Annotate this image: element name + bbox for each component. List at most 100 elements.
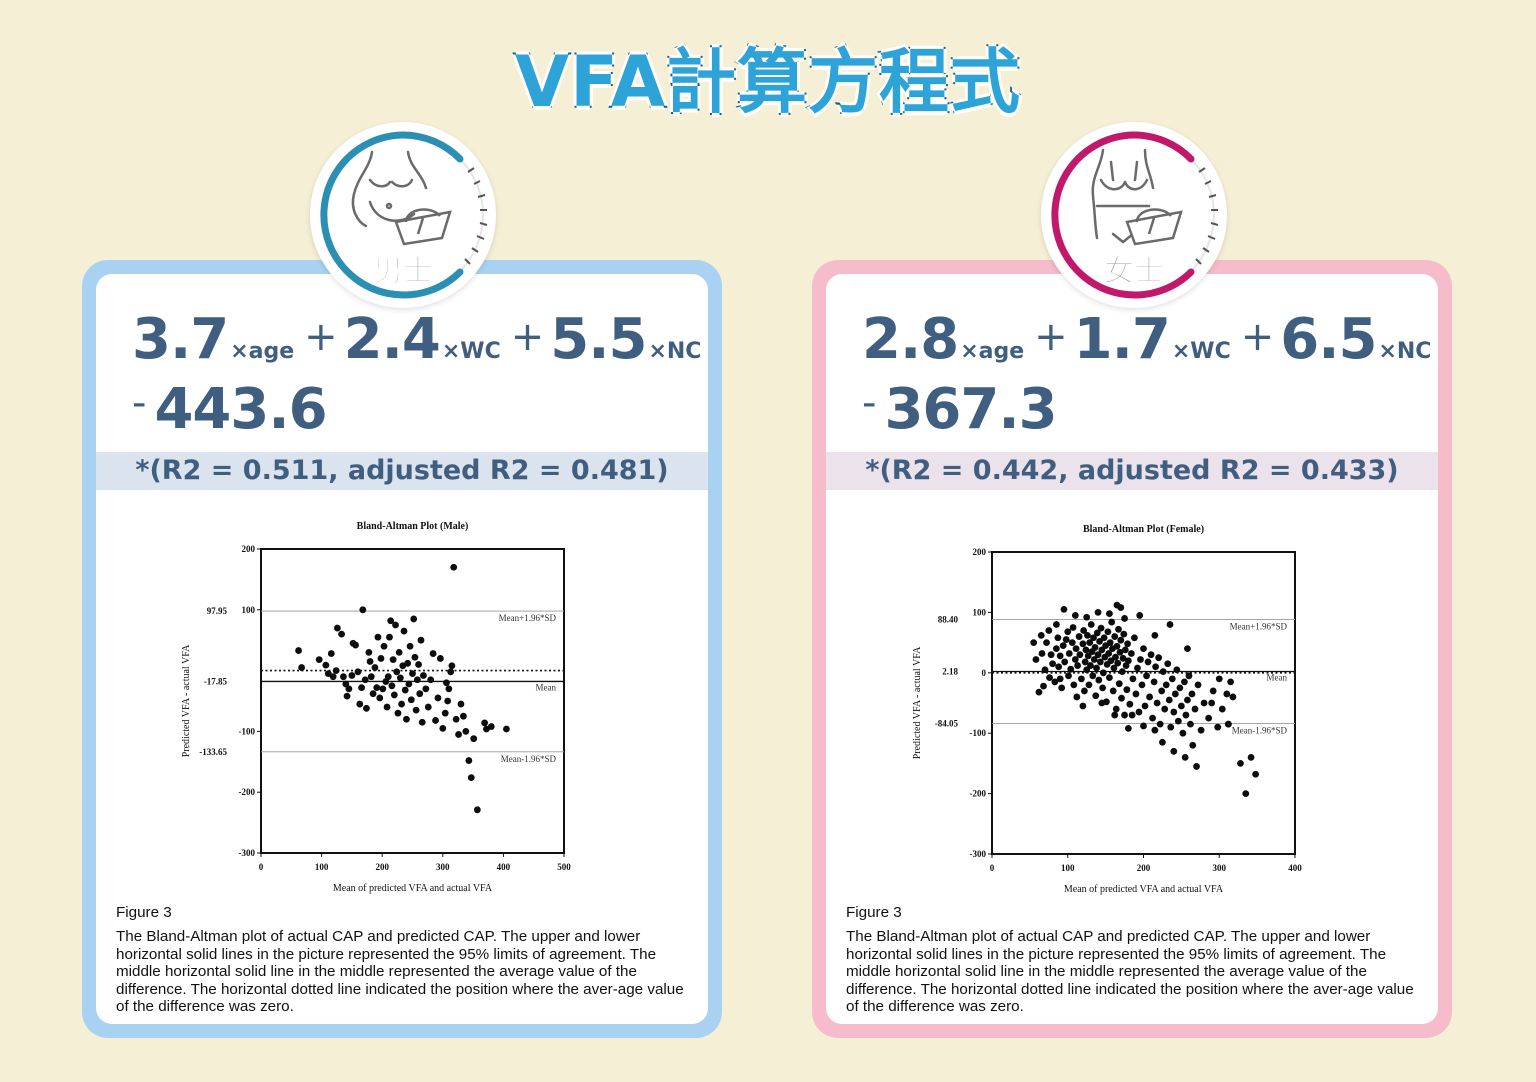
male-data-point — [406, 642, 414, 650]
male-data-point — [373, 684, 381, 692]
male-data-point — [448, 662, 456, 670]
female-data-point — [1106, 674, 1113, 682]
male-data-point — [356, 700, 364, 708]
female-data-point — [1094, 651, 1102, 659]
female-caption-title: Figure 3 — [846, 904, 902, 921]
female-data-point — [1135, 708, 1143, 716]
male-data-point — [333, 624, 341, 632]
female-data-point — [1194, 681, 1202, 689]
male-caption-body: The Bland-Altman plot of actual CAP and … — [116, 928, 684, 1016]
male-plot-frame — [260, 548, 565, 854]
male-data-point — [390, 691, 398, 699]
male-data-point — [400, 627, 408, 635]
female-data-point — [1072, 645, 1080, 653]
male-data-point — [405, 680, 413, 688]
female-data-point — [1047, 651, 1055, 659]
female-data-point — [1144, 658, 1152, 666]
female-badge-label: 女士 — [1104, 254, 1165, 290]
male-data-point — [429, 650, 437, 657]
female-data-point — [1167, 723, 1175, 731]
female-data-point — [1164, 660, 1172, 668]
female-data-point — [1043, 639, 1050, 646]
female-data-point — [1149, 714, 1156, 722]
male-var-wc: ×WC — [441, 339, 501, 364]
female-data-point — [1227, 678, 1235, 686]
female-data-point — [1081, 658, 1089, 666]
male-caption: Figure 3 The Bland-Altman plot of actual… — [116, 904, 696, 1015]
female-data-point — [1252, 770, 1260, 778]
female-data-point — [1079, 640, 1087, 648]
male-x-tick-label: 500 — [557, 862, 571, 872]
male-coef-wc: 2.4 — [343, 307, 441, 372]
male-y-axis-label: Predicted VFA - actual VFA — [181, 644, 192, 757]
female-data-point — [1094, 609, 1102, 616]
female-data-point — [1159, 738, 1166, 746]
female-y-tick-label: -300 — [970, 849, 987, 859]
female-data-point — [1115, 625, 1122, 633]
male-data-point — [398, 700, 405, 708]
female-data-point — [1081, 687, 1088, 695]
female-x-axis-label: Mean of predicted VFA and actual VFA — [1064, 884, 1224, 895]
female-data-point — [1076, 651, 1084, 659]
female-data-point — [1115, 680, 1123, 688]
male-formula-row-1: 3.7×age +2.4×WC +5.5×NC — [132, 312, 701, 368]
female-formula-row-1: 2.8×age +1.7×WC +6.5×NC — [862, 312, 1431, 368]
female-data-point — [1132, 690, 1140, 698]
female-x-tick-label: 100 — [1061, 863, 1075, 873]
male-y-tick-label: 100 — [242, 605, 256, 615]
female-data-point — [1087, 662, 1094, 669]
female-data-point — [1112, 653, 1119, 661]
male-data-point — [298, 664, 306, 671]
female-data-point — [1030, 639, 1038, 646]
female-body-scale-icon — [1051, 131, 1219, 299]
female-bland-altman-plot: Bland-Altman Plot (Female) 0 100 200 300 400 -… — [912, 524, 1302, 895]
female-hline-value: 2.18 — [942, 666, 958, 676]
female-data-point — [1079, 702, 1087, 710]
female-data-point — [1168, 675, 1176, 683]
female-r2-bar: *(R2 = 0.442, adjusted R2 = 0.433) — [826, 452, 1438, 490]
female-data-point — [1126, 700, 1134, 708]
female-data-point — [1113, 642, 1121, 650]
female-y-tick-label: 100 — [973, 607, 987, 617]
male-x-tick-label: 400 — [497, 862, 511, 872]
female-data-point — [1090, 634, 1097, 642]
female-y-tick-label: 0 — [982, 668, 987, 678]
male-data-point — [436, 655, 444, 662]
male-data-point — [315, 656, 323, 664]
male-y-tick-label: 200 — [242, 544, 256, 554]
female-data-point — [1121, 646, 1129, 654]
female-data-point — [1084, 631, 1091, 639]
female-data-point — [1118, 668, 1126, 675]
female-data-point — [1091, 644, 1099, 651]
female-data-point — [1105, 650, 1113, 657]
female-data-point — [1085, 681, 1093, 689]
female-data-point — [1162, 681, 1170, 689]
female-data-point — [1200, 699, 1208, 707]
female-data-point — [1143, 672, 1150, 680]
male-data-point — [367, 673, 375, 681]
female-data-point — [1124, 724, 1132, 732]
female-data-point — [1106, 610, 1113, 618]
male-plus-1: + — [304, 314, 338, 360]
male-hline-value: -17.85 — [204, 676, 228, 686]
female-badge: 女士 — [1041, 122, 1227, 308]
male-data-point — [447, 668, 455, 676]
female-data-point — [1075, 633, 1083, 640]
female-data-point — [1188, 690, 1196, 698]
male-y-tick-label: -300 — [239, 848, 256, 858]
female-x-tick-label: 200 — [1137, 863, 1151, 873]
female-data-point — [1064, 628, 1072, 636]
male-data-point — [487, 723, 495, 730]
female-data-point — [1049, 660, 1056, 668]
female-data-point — [1099, 684, 1106, 692]
female-data-point — [1106, 639, 1114, 646]
female-data-point — [1067, 665, 1075, 673]
female-data-point — [1124, 657, 1132, 665]
female-data-point — [1087, 621, 1095, 628]
female-data-point — [1077, 675, 1085, 683]
female-data-point — [1097, 624, 1105, 632]
female-data-point — [1247, 753, 1255, 761]
male-data-point — [470, 735, 478, 743]
female-data-point — [1071, 612, 1079, 619]
female-data-point — [1223, 690, 1231, 698]
